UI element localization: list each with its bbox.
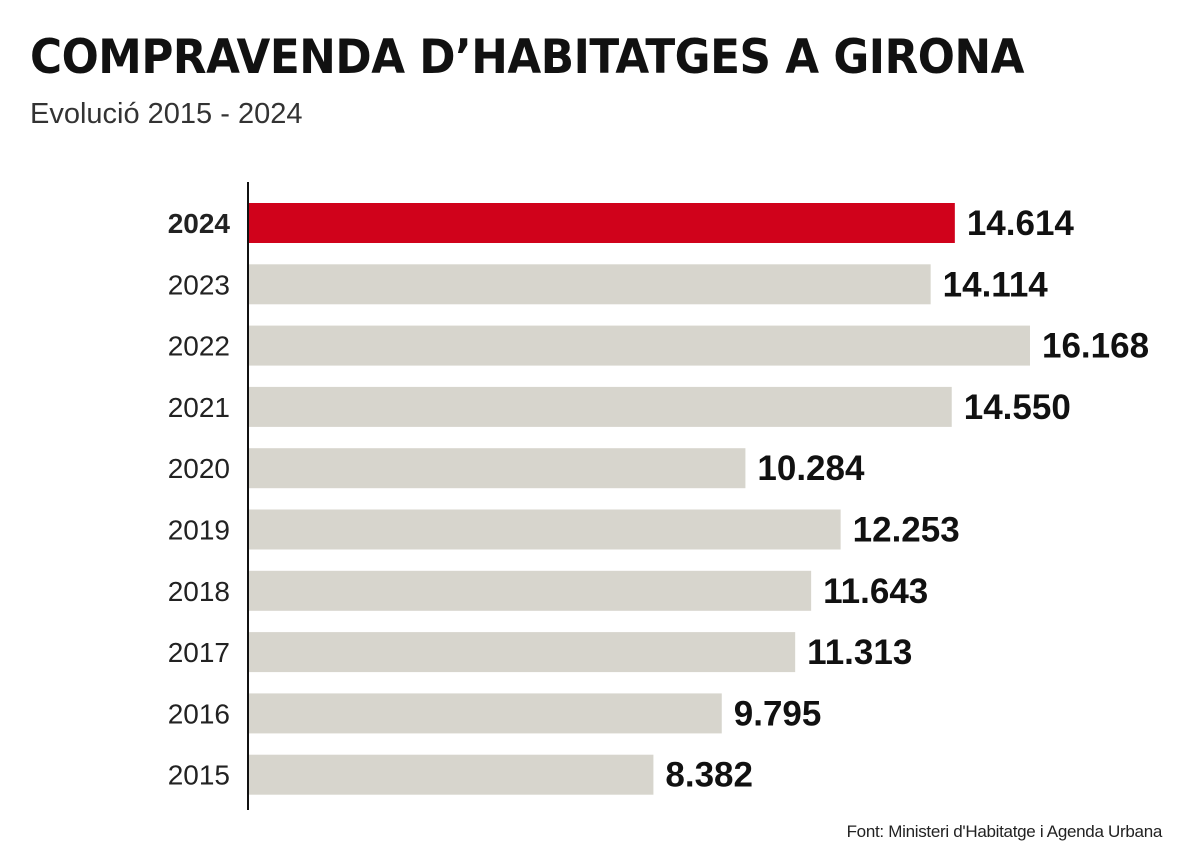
bar-2022	[248, 325, 1030, 366]
bar-2023	[248, 264, 931, 305]
bar-2018	[248, 570, 812, 611]
value-label-2017: 11.313	[807, 633, 912, 672]
bar-2016	[248, 693, 722, 734]
category-label-2020: 2020	[168, 453, 230, 484]
chart-title: COMPRAVENDA D’HABITATGES A GIRONA	[30, 30, 1024, 85]
bar-2019	[248, 509, 841, 550]
bar-2024	[248, 203, 955, 243]
category-label-2024: 2024	[168, 208, 231, 239]
bar-2015	[248, 754, 654, 795]
chart-source: Font: Ministeri d'Habitatge i Agenda Urb…	[846, 822, 1163, 841]
bar-2020	[248, 448, 746, 489]
value-label-2022: 16.168	[1042, 327, 1149, 366]
category-label-2015: 2015	[168, 760, 230, 791]
category-label-2023: 2023	[168, 269, 230, 300]
value-label-2019: 12.253	[853, 511, 960, 550]
value-label-2016: 9.795	[734, 694, 822, 733]
category-label-2018: 2018	[168, 576, 230, 607]
value-label-2023: 14.114	[943, 265, 1049, 304]
bar-2017	[248, 632, 796, 673]
value-label-2020: 10.284	[757, 449, 865, 488]
chart-subtitle: Evolució 2015 - 2024	[30, 98, 303, 130]
value-label-2018: 11.643	[823, 572, 928, 611]
value-label-2024: 14.614	[967, 204, 1075, 243]
category-label-2017: 2017	[168, 637, 230, 668]
category-label-2019: 2019	[168, 515, 230, 546]
category-label-2022: 2022	[168, 331, 230, 362]
category-label-2016: 2016	[168, 698, 230, 729]
category-label-2021: 2021	[168, 392, 230, 423]
value-label-2021: 14.550	[964, 388, 1071, 427]
bar-2021	[248, 386, 952, 427]
value-label-2015: 8.382	[665, 756, 753, 795]
